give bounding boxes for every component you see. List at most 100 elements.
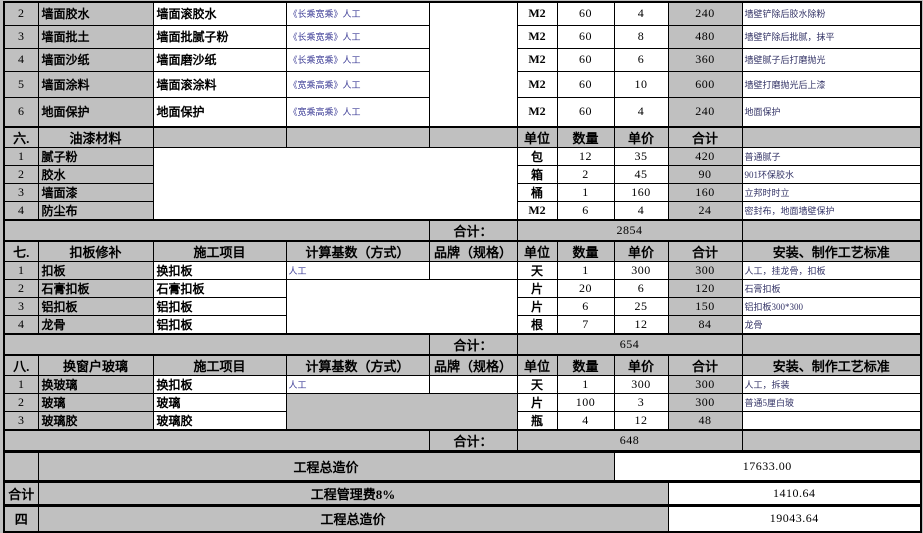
- subtotal-label[interactable]: 合计：: [428, 219, 518, 242]
- cell-unit-price[interactable]: 12: [613, 411, 669, 431]
- merged-blank[interactable]: [285, 279, 518, 335]
- cell-unit-price[interactable]: 6: [613, 47, 669, 72]
- cell-item-no[interactable]: 3: [3, 24, 39, 49]
- cell-remark[interactable]: 人工，拆装: [741, 375, 922, 394]
- cell-remark[interactable]: 人工，挂龙骨，扣板: [741, 261, 922, 280]
- section-number[interactable]: 六.: [3, 126, 39, 148]
- cell-unit[interactable]: M2: [516, 70, 558, 98]
- cell-quantity[interactable]: 60: [556, 96, 615, 128]
- cell-work-item[interactable]: 玻璃: [152, 393, 287, 412]
- cell-work-item[interactable]: 换扣板: [152, 261, 287, 280]
- cell-quantity[interactable]: 60: [556, 47, 615, 72]
- grand-total-value[interactable]: 19043.64: [667, 504, 922, 532]
- cell-total[interactable]: 240: [667, 96, 743, 128]
- column-header[interactable]: 单价: [613, 354, 669, 376]
- cell-work-item[interactable]: 石膏扣板: [152, 279, 287, 298]
- footer-row-label[interactable]: 四: [3, 504, 39, 532]
- cell-remark[interactable]: 地面保护: [741, 96, 922, 128]
- cell-brand[interactable]: [428, 261, 518, 280]
- cell-remark[interactable]: 普通5厘白玻: [741, 393, 922, 412]
- cell-item-name[interactable]: 防尘布: [37, 201, 154, 221]
- cell-item-name[interactable]: 胶水: [37, 165, 154, 184]
- cell-unit-price[interactable]: 10: [613, 70, 669, 98]
- cell-item-no[interactable]: 3: [3, 411, 39, 431]
- cell-unit[interactable]: 箱: [516, 165, 558, 184]
- cell-brand[interactable]: [428, 375, 518, 394]
- cell-unit-price[interactable]: 6: [613, 279, 669, 298]
- cell-calc-basis[interactable]: 《长乘宽乘》人工: [285, 1, 430, 26]
- footer-row-label[interactable]: 合计: [3, 480, 39, 506]
- cell-item-name[interactable]: 扣板: [37, 261, 154, 280]
- cell-item-no[interactable]: 2: [3, 393, 39, 412]
- cell[interactable]: [3, 429, 430, 452]
- cell-remark[interactable]: 密封布，地面墙壁保护: [741, 201, 922, 221]
- cell[interactable]: [741, 429, 922, 452]
- cell-item-no[interactable]: 2: [3, 165, 39, 184]
- cell-remark[interactable]: 铝扣板300*300: [741, 297, 922, 316]
- column-header[interactable]: 单位: [516, 240, 558, 262]
- cell-item-name[interactable]: 墙面胶水: [37, 1, 154, 26]
- cell-unit[interactable]: 根: [516, 315, 558, 335]
- cell-unit-price[interactable]: 45: [613, 165, 669, 184]
- section-title[interactable]: 换窗户玻璃: [37, 354, 154, 376]
- merged-blank[interactable]: [152, 147, 518, 221]
- cell-unit-price[interactable]: 4: [613, 201, 669, 221]
- cell-work-item[interactable]: 墙面批腻子粉: [152, 24, 287, 49]
- cell-remark[interactable]: 普通腻子: [741, 147, 922, 166]
- subtotal-value[interactable]: 648: [516, 429, 743, 452]
- cell-unit-price[interactable]: 8: [613, 24, 669, 49]
- cell-total[interactable]: 300: [667, 375, 743, 394]
- cell-quantity[interactable]: 7: [556, 315, 615, 335]
- section-title[interactable]: 扣板修补: [37, 240, 154, 262]
- cell-total[interactable]: 240: [667, 1, 743, 26]
- column-header[interactable]: 数量: [556, 354, 615, 376]
- grand-total-value[interactable]: 1410.64: [667, 480, 922, 506]
- cell-remark[interactable]: 立邦时时立: [741, 183, 922, 202]
- cell-total[interactable]: 160: [667, 183, 743, 202]
- cell-work-item[interactable]: 墙面滚胶水: [152, 1, 287, 26]
- column-header[interactable]: 单位: [516, 354, 558, 376]
- column-header[interactable]: 施工项目: [152, 354, 287, 376]
- cell-unit[interactable]: 包: [516, 147, 558, 166]
- cell-remark[interactable]: [741, 411, 922, 431]
- cell-item-no[interactable]: 5: [3, 70, 39, 98]
- cell-unit[interactable]: M2: [516, 47, 558, 72]
- cell-remark[interactable]: 龙骨: [741, 315, 922, 335]
- cell-calc-basis[interactable]: 《长乘宽乘》人工: [285, 24, 430, 49]
- column-header[interactable]: 安装、制作工艺标准: [741, 240, 922, 262]
- subtotal-label[interactable]: 合计：: [428, 333, 518, 356]
- cell-item-name[interactable]: 地面保护: [37, 96, 154, 128]
- cell-unit-price[interactable]: 12: [613, 315, 669, 335]
- cell-unit[interactable]: 片: [516, 279, 558, 298]
- cell-calc-basis[interactable]: 人工: [285, 261, 430, 280]
- cell-item-no[interactable]: 4: [3, 201, 39, 221]
- column-header[interactable]: 数量: [556, 126, 615, 148]
- cell-unit-price[interactable]: 4: [613, 1, 669, 26]
- grand-total-value[interactable]: 17633.00: [613, 450, 922, 482]
- cell-work-item[interactable]: 玻璃胶: [152, 411, 287, 431]
- cell-total[interactable]: 300: [667, 393, 743, 412]
- cell-quantity[interactable]: 6: [556, 201, 615, 221]
- cell-unit-price[interactable]: 300: [613, 375, 669, 394]
- column-header[interactable]: 合计: [667, 240, 743, 262]
- cell-item-no[interactable]: 1: [3, 261, 39, 280]
- section-number[interactable]: 八.: [3, 354, 39, 376]
- cell-remark[interactable]: 石膏扣板: [741, 279, 922, 298]
- cell-quantity[interactable]: 60: [556, 1, 615, 26]
- cell-unit-price[interactable]: 3: [613, 393, 669, 412]
- cell-remark[interactable]: 901环保胶水: [741, 165, 922, 184]
- cell-total[interactable]: 420: [667, 147, 743, 166]
- cell-quantity[interactable]: 1: [556, 183, 615, 202]
- cell-work-item[interactable]: 换扣板: [152, 375, 287, 394]
- footer-label[interactable]: 工程总造价: [37, 504, 669, 532]
- column-header[interactable]: 计算基数（方式）: [285, 354, 430, 376]
- cell-unit[interactable]: M2: [516, 1, 558, 26]
- cell-remark[interactable]: 墙壁铲除后胶水除粉: [741, 1, 922, 26]
- cell-item-name[interactable]: 玻璃: [37, 393, 154, 412]
- cell-unit[interactable]: 片: [516, 393, 558, 412]
- cell-total[interactable]: 480: [667, 24, 743, 49]
- cell-work-item[interactable]: 铝扣板: [152, 297, 287, 316]
- cell-unit-price[interactable]: 25: [613, 297, 669, 316]
- cell[interactable]: [152, 126, 287, 148]
- cell-total[interactable]: 150: [667, 297, 743, 316]
